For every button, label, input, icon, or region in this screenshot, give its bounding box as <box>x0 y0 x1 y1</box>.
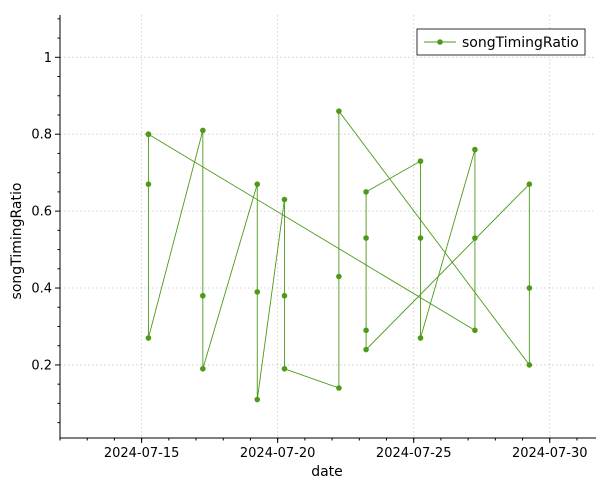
data-point <box>363 346 369 353</box>
x-tick-label: 2024-07-30 <box>512 446 588 461</box>
legend-series-name: songTimingRatio <box>462 35 579 51</box>
data-point <box>417 335 424 341</box>
x-axis-label: date <box>311 464 343 480</box>
data-point <box>526 285 533 291</box>
x-axis-ticks: 2024-07-15 2024-07-20 2024-07-25 2024-07-30 <box>59 438 588 461</box>
data-point <box>200 365 206 372</box>
data-point <box>336 385 342 391</box>
data-point <box>363 189 369 195</box>
y-axis-ticks: 0.2 0.4 0.6 0.8 1 <box>31 18 60 424</box>
data-point <box>254 396 261 403</box>
data-point <box>200 292 206 299</box>
data-point <box>472 235 478 241</box>
y-tick-label: 0.2 <box>31 358 52 373</box>
data-point <box>363 235 369 241</box>
x-tick-label: 2024-07-15 <box>104 446 180 461</box>
data-point <box>336 108 342 114</box>
data-point <box>472 146 478 153</box>
y-tick-label: 0.6 <box>31 205 52 220</box>
data-point <box>526 362 533 368</box>
data-point <box>281 365 288 372</box>
grid-lines <box>60 15 596 438</box>
series-line <box>147 109 530 400</box>
data-point <box>145 335 152 341</box>
legend: songTimingRatio <box>416 28 586 56</box>
data-point <box>417 158 424 164</box>
x-tick-label: 2024-07-25 <box>376 446 452 461</box>
data-point <box>417 235 424 241</box>
y-axis-label: songTimingRatio <box>9 183 25 300</box>
data-point <box>336 273 342 280</box>
data-point <box>200 127 206 134</box>
data-point <box>145 131 152 138</box>
axes <box>59 15 596 439</box>
y-tick-label: 0.4 <box>31 282 52 297</box>
x-tick-label: 2024-07-20 <box>240 446 316 461</box>
legend-series-marker <box>437 39 443 45</box>
data-point <box>145 181 152 187</box>
y-tick-label: 1 <box>44 51 52 66</box>
series-layer <box>145 108 533 403</box>
data-point <box>526 181 533 187</box>
data-point <box>281 292 288 299</box>
data-point <box>472 327 478 334</box>
data-point <box>363 327 369 334</box>
data-point <box>281 196 288 203</box>
y-tick-label: 0.8 <box>31 128 52 143</box>
data-point <box>254 289 261 295</box>
data-point <box>254 181 261 187</box>
